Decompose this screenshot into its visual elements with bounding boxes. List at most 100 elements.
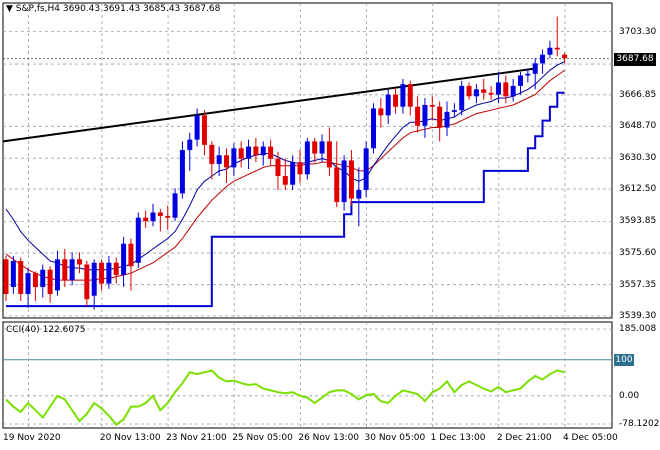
candle-bear	[562, 54, 568, 59]
candle-bull	[547, 47, 553, 55]
price-tick-label: 3612.50	[619, 184, 657, 195]
ohlc-values: 3690.43 3691.43 3685.43 3687.68	[62, 4, 221, 14]
candle-bull	[363, 148, 369, 190]
cci-header: CCI(40) 122.6075	[6, 325, 86, 336]
candle-bear	[3, 259, 9, 294]
cci-panel-frame	[2, 321, 613, 429]
time-tick-label: 4 Dec 05:00	[562, 433, 618, 443]
candle-bull	[532, 63, 538, 74]
candle-bear	[554, 47, 560, 50]
candle-bull	[91, 262, 97, 296]
cci-value: 122.6075	[42, 325, 86, 335]
candle-bear	[481, 89, 487, 93]
candle-bear	[209, 144, 215, 164]
price-tick-label: 3575.60	[619, 248, 657, 259]
candle-bull	[10, 261, 16, 288]
price-tick-label: 3593.85	[619, 216, 657, 227]
time-tick-label: 20 Nov 13:00	[99, 433, 161, 443]
candle-bull	[459, 85, 465, 111]
symbol-label: S&P,fs,H4	[15, 4, 61, 14]
cci-line	[5, 369, 565, 427]
candle-bull	[510, 85, 516, 97]
candle-bull	[473, 89, 479, 97]
cci-name: CCI(40)	[6, 325, 40, 335]
candle-bear	[99, 262, 105, 284]
candle-bull	[385, 94, 391, 116]
cci-level-marker: 100	[614, 353, 634, 366]
candle-bull	[319, 141, 325, 154]
time-tick-label: 30 Nov 05:00	[364, 433, 426, 443]
candle-bear	[77, 259, 82, 265]
candle-bull	[231, 148, 237, 168]
candle-bear	[47, 269, 53, 294]
candle-bear	[128, 243, 134, 267]
candle-bear	[238, 148, 244, 159]
candle-bear	[201, 115, 207, 145]
candle-bear	[224, 155, 229, 168]
candle-bear	[275, 158, 281, 177]
candle-bull	[187, 139, 193, 151]
price-tick-label: 3703.30	[619, 26, 657, 37]
cci-indicator	[5, 369, 565, 427]
candle-bear	[348, 160, 354, 199]
candles	[3, 16, 568, 310]
candle-bull	[135, 217, 141, 263]
candle-bull	[540, 54, 546, 64]
current-price-marker: 3687.68	[614, 52, 656, 66]
price-tick-label: 3557.35	[619, 279, 657, 290]
candle-bear	[378, 108, 384, 116]
candle-bear	[84, 264, 90, 300]
candle-bull	[371, 108, 376, 149]
candle-bear	[393, 94, 399, 107]
candle-bull	[341, 160, 347, 203]
candle-bear	[62, 259, 68, 281]
candle-bear	[503, 82, 509, 97]
candle-bear	[32, 273, 38, 288]
time-tick-label: 19 Nov 2020	[3, 433, 61, 443]
candle-bull	[451, 110, 457, 112]
grid-lines	[3, 3, 612, 428]
time-tick-label: 26 Nov 13:00	[298, 433, 360, 443]
candle-bull	[495, 82, 501, 95]
candle-bull	[25, 273, 31, 294]
time-tick-label: 1 Dec 13:00	[430, 433, 486, 443]
main-chart-frame	[2, 2, 613, 319]
candle-bull	[304, 141, 310, 175]
candle-bull	[194, 115, 200, 140]
candle-bull	[40, 269, 46, 288]
price-tick-label: 3539.30	[619, 311, 657, 321]
time-tick-label: 23 Nov 21:00	[166, 433, 227, 443]
candle-bear	[157, 212, 163, 216]
candle-bull	[400, 84, 406, 107]
price-tick-label: 3648.70	[619, 121, 657, 132]
candle-bull	[106, 262, 112, 284]
candle-bull	[150, 212, 156, 222]
dropdown-arrow-icon[interactable]: ▼	[6, 4, 13, 14]
candle-bull	[121, 243, 127, 275]
candle-bull	[290, 162, 296, 185]
time-tick-label: 25 Nov 05:00	[232, 433, 293, 443]
cci-tick-label: 0.00	[619, 390, 640, 401]
candle-bear	[415, 106, 421, 126]
trendline	[2, 67, 536, 143]
time-tick-label: 2 Dec 21:00	[496, 433, 552, 443]
candle-bear	[18, 261, 24, 294]
candle-bull	[518, 75, 523, 86]
candle-bear	[488, 92, 494, 95]
stop-line	[6, 91, 565, 308]
candle-bull	[525, 73, 531, 76]
candle-bear	[407, 84, 413, 107]
cci-tick-label: -78.1202	[619, 419, 660, 429]
candle-bull	[54, 259, 60, 291]
candle-bull	[422, 104, 428, 126]
candle-bull	[260, 146, 266, 156]
candle-bull	[444, 111, 450, 128]
candle-bear	[165, 215, 171, 218]
candle-bear	[282, 176, 288, 185]
chart-header: ▼ S&P,fs,H4 3690.43 3691.43 3685.43 3687…	[6, 4, 220, 15]
candle-bear	[268, 146, 274, 159]
candle-bear	[312, 141, 318, 154]
candle-bear	[437, 106, 443, 128]
candle-bull	[356, 189, 362, 199]
